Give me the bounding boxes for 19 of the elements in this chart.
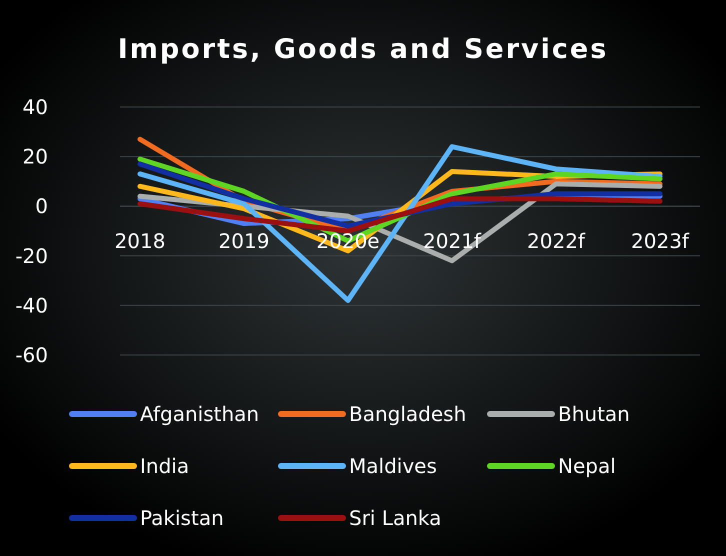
legend-label: Afganisthan xyxy=(140,402,260,426)
y-tick-label: -20 xyxy=(15,244,48,268)
x-tick-label: 2019 xyxy=(218,229,270,254)
legend-label: India xyxy=(140,454,190,478)
y-tick-label: -60 xyxy=(15,343,48,367)
x-tick-label: 2023f xyxy=(631,229,690,254)
y-tick-label: 40 xyxy=(22,95,48,119)
x-tick-label: 2018 xyxy=(114,229,166,254)
chart-title: Imports, Goods and Services xyxy=(118,34,608,65)
legend-label: Bhutan xyxy=(558,402,630,426)
legend-label: Nepal xyxy=(558,454,616,478)
legend-label: Maldives xyxy=(349,454,437,478)
legend-label: Sri Lanka xyxy=(349,506,442,530)
x-tick-label: 2022f xyxy=(527,229,586,254)
y-tick-label: -40 xyxy=(15,293,48,318)
legend-label: Pakistan xyxy=(140,506,224,530)
y-tick-label: 0 xyxy=(35,194,48,218)
y-tick-label: 20 xyxy=(22,144,48,169)
legend-label: Bangladesh xyxy=(349,402,466,426)
